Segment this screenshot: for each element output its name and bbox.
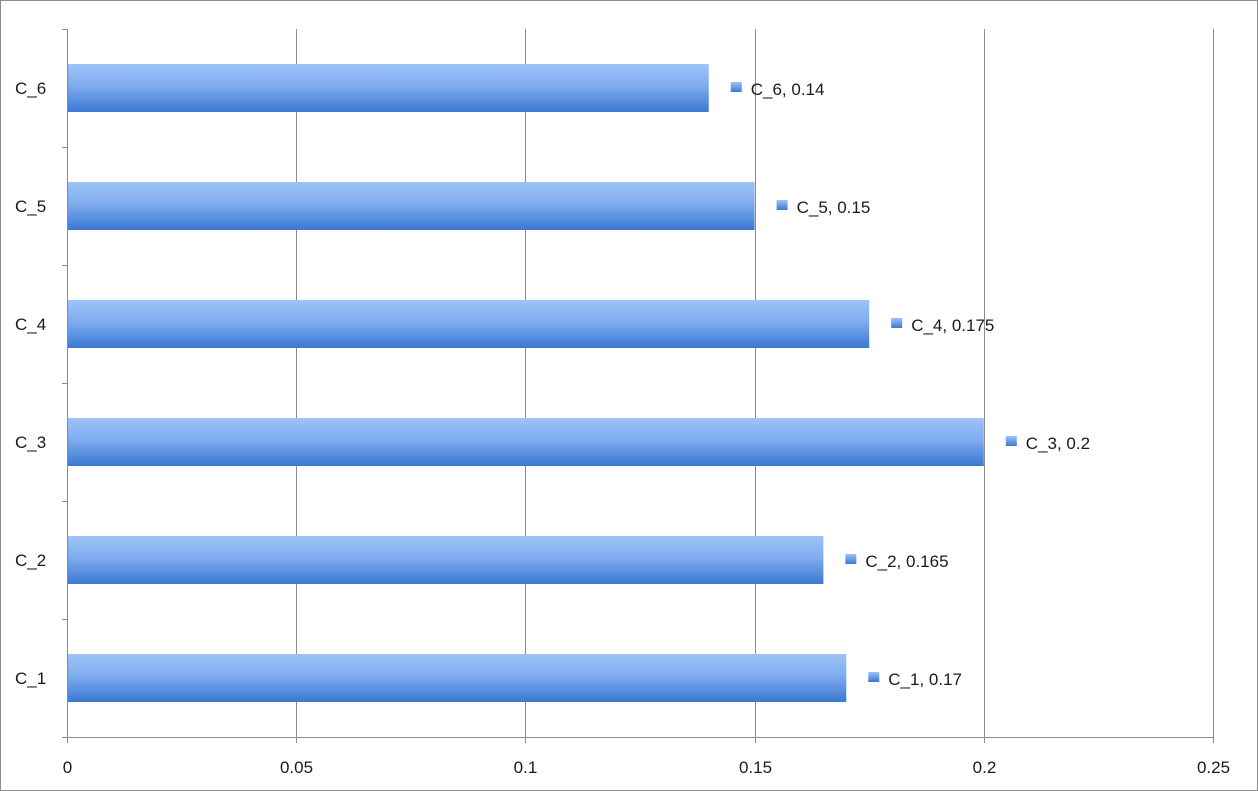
bar-c-4 — [68, 300, 870, 348]
data-label: C_1, 0.17 — [888, 670, 962, 689]
data-label: C_2, 0.165 — [865, 552, 948, 571]
data-label: C_3, 0.2 — [1026, 434, 1090, 453]
bar-c-6 — [68, 64, 709, 112]
axes: 0 0.05 0.1 0.15 0.2 0.25 C_1 C_2 C_3 C_4 C_5 C_6 — [15, 29, 1230, 777]
x-tick-label: 0.25 — [1197, 758, 1230, 777]
bars — [68, 64, 984, 702]
grid-lines — [296, 29, 1214, 737]
data-label-marker — [891, 318, 903, 328]
x-tick-label: 0.15 — [739, 758, 772, 777]
data-label-marker — [845, 554, 857, 564]
bar-c-3 — [68, 418, 984, 466]
data-label: C_5, 0.15 — [797, 198, 871, 217]
data-label: C_4, 0.175 — [911, 316, 994, 335]
y-category-label: C_6 — [15, 79, 46, 98]
y-category-label: C_4 — [15, 315, 46, 334]
x-tick-label: 0 — [63, 758, 72, 777]
y-category-label: C_1 — [15, 669, 46, 688]
y-category-label: C_2 — [15, 551, 46, 570]
data-label-marker — [730, 82, 742, 92]
bar-c-2 — [68, 536, 824, 584]
bar-c-1 — [68, 654, 847, 702]
x-tick-label: 0.1 — [514, 758, 538, 777]
data-labels: C_1, 0.17 C_2, 0.165 C_3, 0.2 C_4, 0.175 C_5… — [730, 80, 1090, 689]
data-label-marker — [1005, 436, 1017, 446]
data-label: C_6, 0.14 — [751, 80, 825, 99]
x-tick-label: 0.2 — [973, 758, 997, 777]
bar-c-5 — [68, 182, 755, 230]
x-tick-label: 0.05 — [280, 758, 313, 777]
data-label-marker — [868, 672, 880, 682]
y-category-label: C_5 — [15, 197, 46, 216]
y-category-label: C_3 — [15, 433, 46, 452]
data-label-marker — [776, 200, 788, 210]
